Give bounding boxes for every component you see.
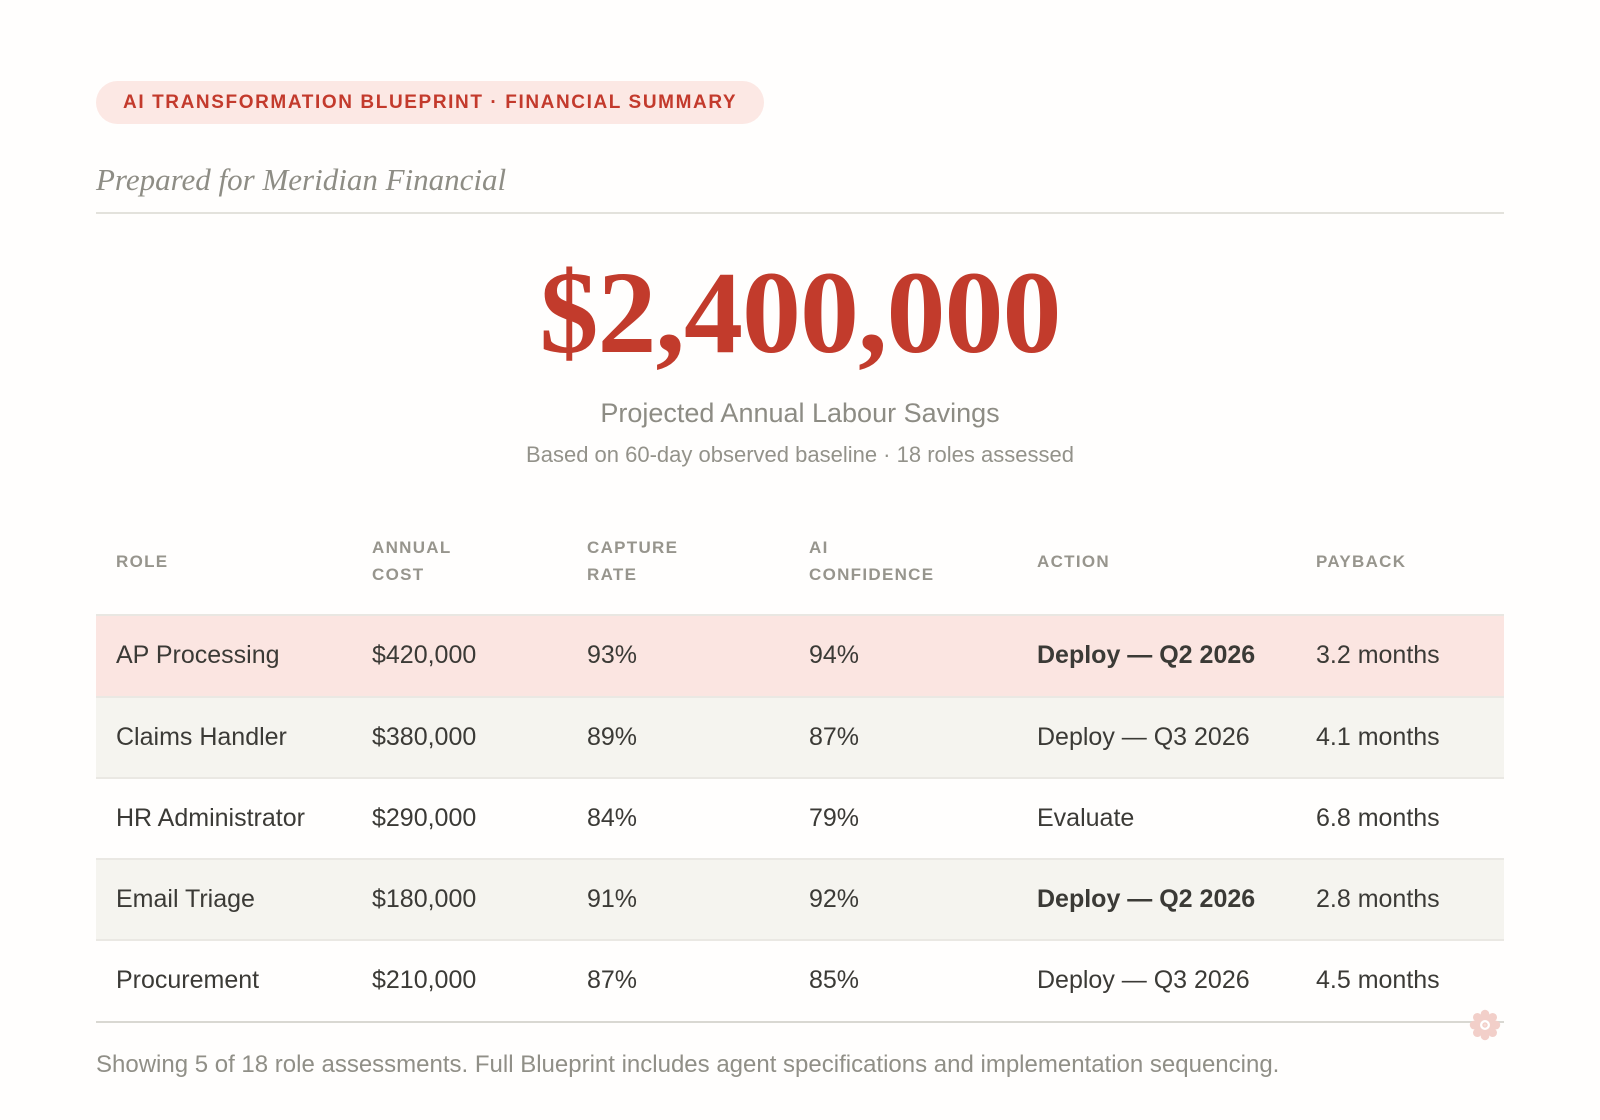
cell-ai_confidence: 87%: [809, 722, 860, 751]
cell-annual_cost: $180,000: [372, 885, 477, 914]
cell-ai_confidence: 85%: [809, 966, 860, 995]
column-header-ai_confidence: AI CONFIDENCE: [809, 538, 935, 585]
cell-action: Deploy — Q3 2026: [1037, 966, 1250, 995]
savings-amount: $2,400,000: [539, 247, 1062, 378]
cell-capture_rate: 91%: [587, 885, 638, 914]
cell-annual_cost: $290,000: [372, 803, 477, 832]
header-divider: [96, 212, 1504, 214]
cell-action: Evaluate: [1037, 803, 1135, 832]
cell-payback: 3.2 months: [1316, 641, 1440, 670]
cell-role: Email Triage: [116, 885, 255, 914]
cell-role: AP Processing: [116, 641, 280, 670]
cell-ai_confidence: 94%: [809, 641, 860, 670]
column-header-annual_cost: ANNUAL COST: [372, 538, 452, 585]
column-header-action: ACTION: [1037, 551, 1110, 571]
column-header-payback: PAYBACK: [1316, 551, 1407, 571]
cell-capture_rate: 87%: [587, 966, 638, 995]
cell-action: Deploy — Q3 2026: [1037, 722, 1250, 751]
report-badge: AI TRANSFORMATION BLUEPRINT · FINANCIAL …: [96, 81, 765, 124]
table-row: AP Processing $420,000 93% 94% Deploy — Q2 2…: [96, 615, 1504, 697]
financial-summary-page: AI TRANSFORMATION BLUEPRINT · FINANCIAL …: [96, 0, 1504, 1079]
cell-payback: 2.8 months: [1316, 885, 1440, 914]
cell-annual_cost: $420,000: [372, 641, 477, 670]
cell-action: Deploy — Q2 2026: [1037, 885, 1256, 914]
table-body: AP Processing $420,000 93% 94% Deploy — Q2 2…: [96, 615, 1504, 1021]
cell-payback: 4.1 months: [1316, 722, 1440, 751]
cell-annual_cost: $210,000: [372, 966, 477, 995]
cell-action: Deploy — Q2 2026: [1037, 641, 1256, 670]
cell-role: Claims Handler: [116, 722, 287, 751]
table-row: Email Triage $180,000 91% 92% Deploy — Q2 20…: [96, 859, 1504, 941]
cell-payback: 4.5 months: [1316, 966, 1440, 995]
cell-capture_rate: 89%: [587, 722, 638, 751]
savings-label: Projected Annual Labour Savings: [600, 398, 1000, 428]
page-content: AI TRANSFORMATION BLUEPRINT · FINANCIAL …: [96, 0, 1504, 1079]
savings-basis: Based on 60-day observed baseline · 18 r…: [526, 442, 1074, 467]
prepared-for-line: Prepared for Meridian Financial: [96, 162, 507, 197]
table-row: HR Administrator $290,000 84% 79% Evaluate 6.…: [96, 777, 1504, 859]
headline-metric: $2,400,000 Projected Annual Labour Savin…: [96, 254, 1504, 468]
table-row: Claims Handler $380,000 89% 87% Deploy — Q3 …: [96, 696, 1504, 778]
cell-annual_cost: $380,000: [372, 722, 477, 751]
footer-note: Showing 5 of 18 role assessments. Full B…: [96, 1050, 1280, 1078]
table-header-row: ROLE ANNUAL COST CAPTURE RATE AI CONFIDENCE…: [96, 526, 1504, 616]
cell-capture_rate: 84%: [587, 803, 638, 832]
cell-payback: 6.8 months: [1316, 803, 1440, 832]
table-row: Procurement $210,000 87% 85% Deploy — Q3 202…: [96, 940, 1504, 1021]
cell-capture_rate: 93%: [587, 641, 638, 670]
rosette-seal-icon: [1469, 1009, 1501, 1041]
cell-role: Procurement: [116, 966, 260, 995]
cell-ai_confidence: 92%: [809, 885, 860, 914]
cell-role: HR Administrator: [116, 803, 305, 832]
column-header-role: ROLE: [116, 551, 169, 571]
column-header-capture_rate: CAPTURE RATE: [587, 538, 679, 585]
cell-ai_confidence: 79%: [809, 803, 860, 832]
role-assessment-table: ROLE ANNUAL COST CAPTURE RATE AI CONFIDENCE…: [96, 526, 1504, 1023]
